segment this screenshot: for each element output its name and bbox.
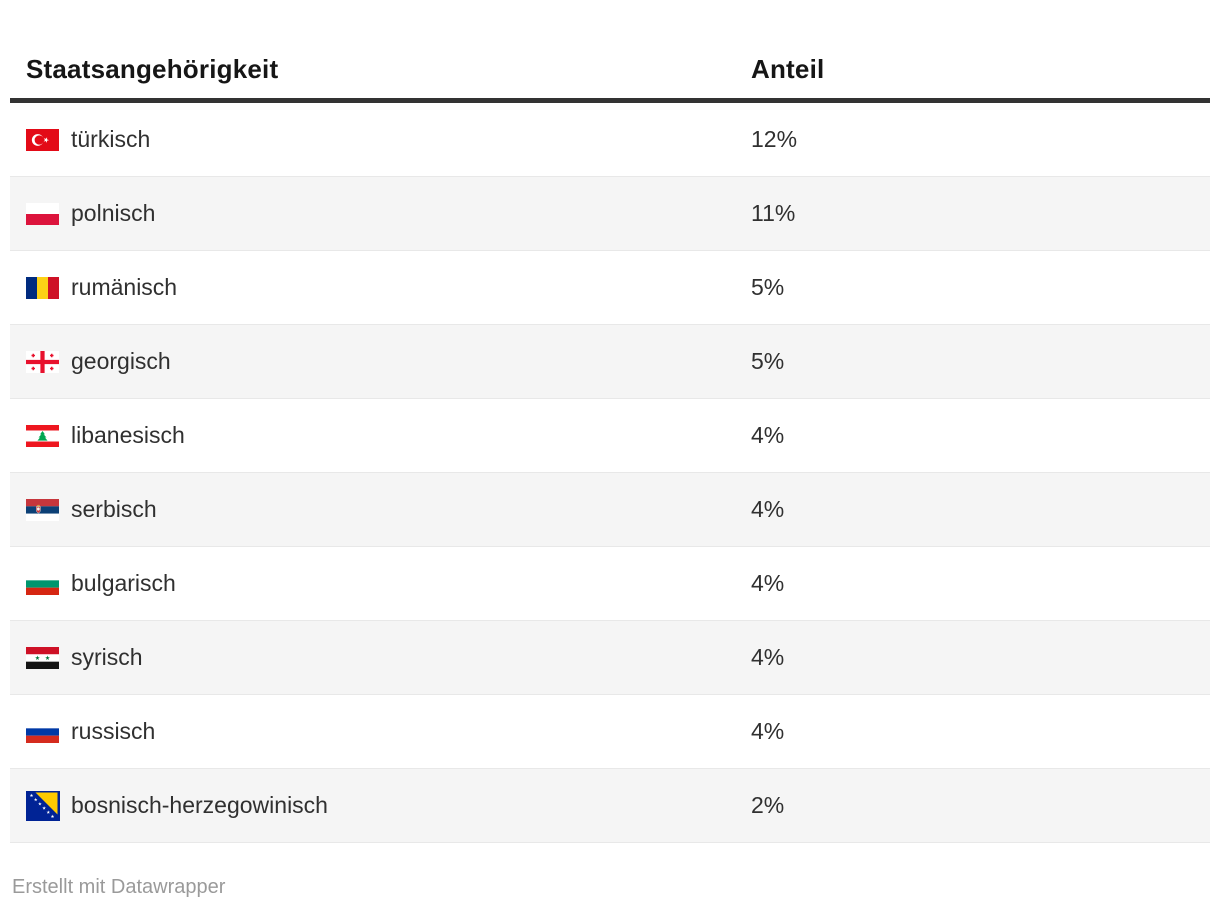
flag-syria-icon <box>26 646 63 669</box>
table-row: georgisch 5% <box>10 324 1210 399</box>
flag-poland-icon <box>26 202 63 225</box>
nationality-label: türkisch <box>71 126 151 152</box>
share-cell: 5% <box>735 324 1210 399</box>
table-row: rumänisch 5% <box>10 250 1210 325</box>
nationality-label: bulgarisch <box>71 570 176 596</box>
nationality-label: polnisch <box>71 200 156 226</box>
nationality-label: syrisch <box>71 644 143 670</box>
table-row: serbisch 4% <box>10 472 1210 547</box>
flag-lebanon-icon <box>26 424 63 447</box>
nationality-cell: serbisch <box>10 472 735 547</box>
table-row: libanesisch 4% <box>10 398 1210 473</box>
flag-georgia-icon <box>26 350 63 373</box>
flag-bosnia-and-herzegovina-icon <box>26 790 63 821</box>
datawrapper-table: Staatsangehörigkeit Anteil <box>10 0 1210 899</box>
nationality-cell: polnisch <box>10 176 735 251</box>
table-row: bulgarisch 4% <box>10 546 1210 621</box>
nationality-label: libanesisch <box>71 422 185 448</box>
nationality-label: bosnisch-herzegowinisch <box>71 792 328 818</box>
nationality-cell: türkisch <box>10 100 735 177</box>
table-row: türkisch 12% <box>10 100 1210 177</box>
column-header-share: Anteil <box>735 0 1210 103</box>
attribution-footer: Erstellt mit Datawrapper <box>12 875 1210 899</box>
nationality-cell: georgisch <box>10 324 735 399</box>
share-cell: 5% <box>735 250 1210 325</box>
table-header-row: Staatsangehörigkeit Anteil <box>10 0 1210 103</box>
table-row: polnisch 11% <box>10 176 1210 251</box>
nationality-label: georgisch <box>71 348 171 374</box>
table-row: syrisch 4% <box>10 620 1210 695</box>
share-cell: 4% <box>735 620 1210 695</box>
table-row: bosnisch-herzegowinisch 2% <box>10 768 1210 843</box>
nationality-share-table: Staatsangehörigkeit Anteil <box>10 0 1210 843</box>
nationality-cell: bulgarisch <box>10 546 735 621</box>
nationality-label: russisch <box>71 718 156 744</box>
datawrapper-attribution-link[interactable]: Erstellt mit Datawrapper <box>12 876 226 898</box>
share-cell: 2% <box>735 768 1210 843</box>
share-cell: 4% <box>735 546 1210 621</box>
flag-serbia-icon <box>26 498 63 521</box>
nationality-cell: rumänisch <box>10 250 735 325</box>
share-cell: 12% <box>735 100 1210 177</box>
flag-turkey-icon <box>26 128 63 151</box>
flag-romania-icon <box>26 276 63 299</box>
nationality-cell: russisch <box>10 694 735 769</box>
share-cell: 11% <box>735 176 1210 251</box>
share-cell: 4% <box>735 472 1210 547</box>
share-cell: 4% <box>735 398 1210 473</box>
table-row: russisch 4% <box>10 694 1210 769</box>
share-cell: 4% <box>735 694 1210 769</box>
nationality-label: serbisch <box>71 496 157 522</box>
nationality-cell: bosnisch-herzegowinisch <box>10 768 735 843</box>
flag-bulgaria-icon <box>26 572 63 595</box>
nationality-label: rumänisch <box>71 274 178 300</box>
nationality-cell: libanesisch <box>10 398 735 473</box>
nationality-cell: syrisch <box>10 620 735 695</box>
flag-russia-icon <box>26 720 63 743</box>
column-header-nationality: Staatsangehörigkeit <box>10 0 735 103</box>
